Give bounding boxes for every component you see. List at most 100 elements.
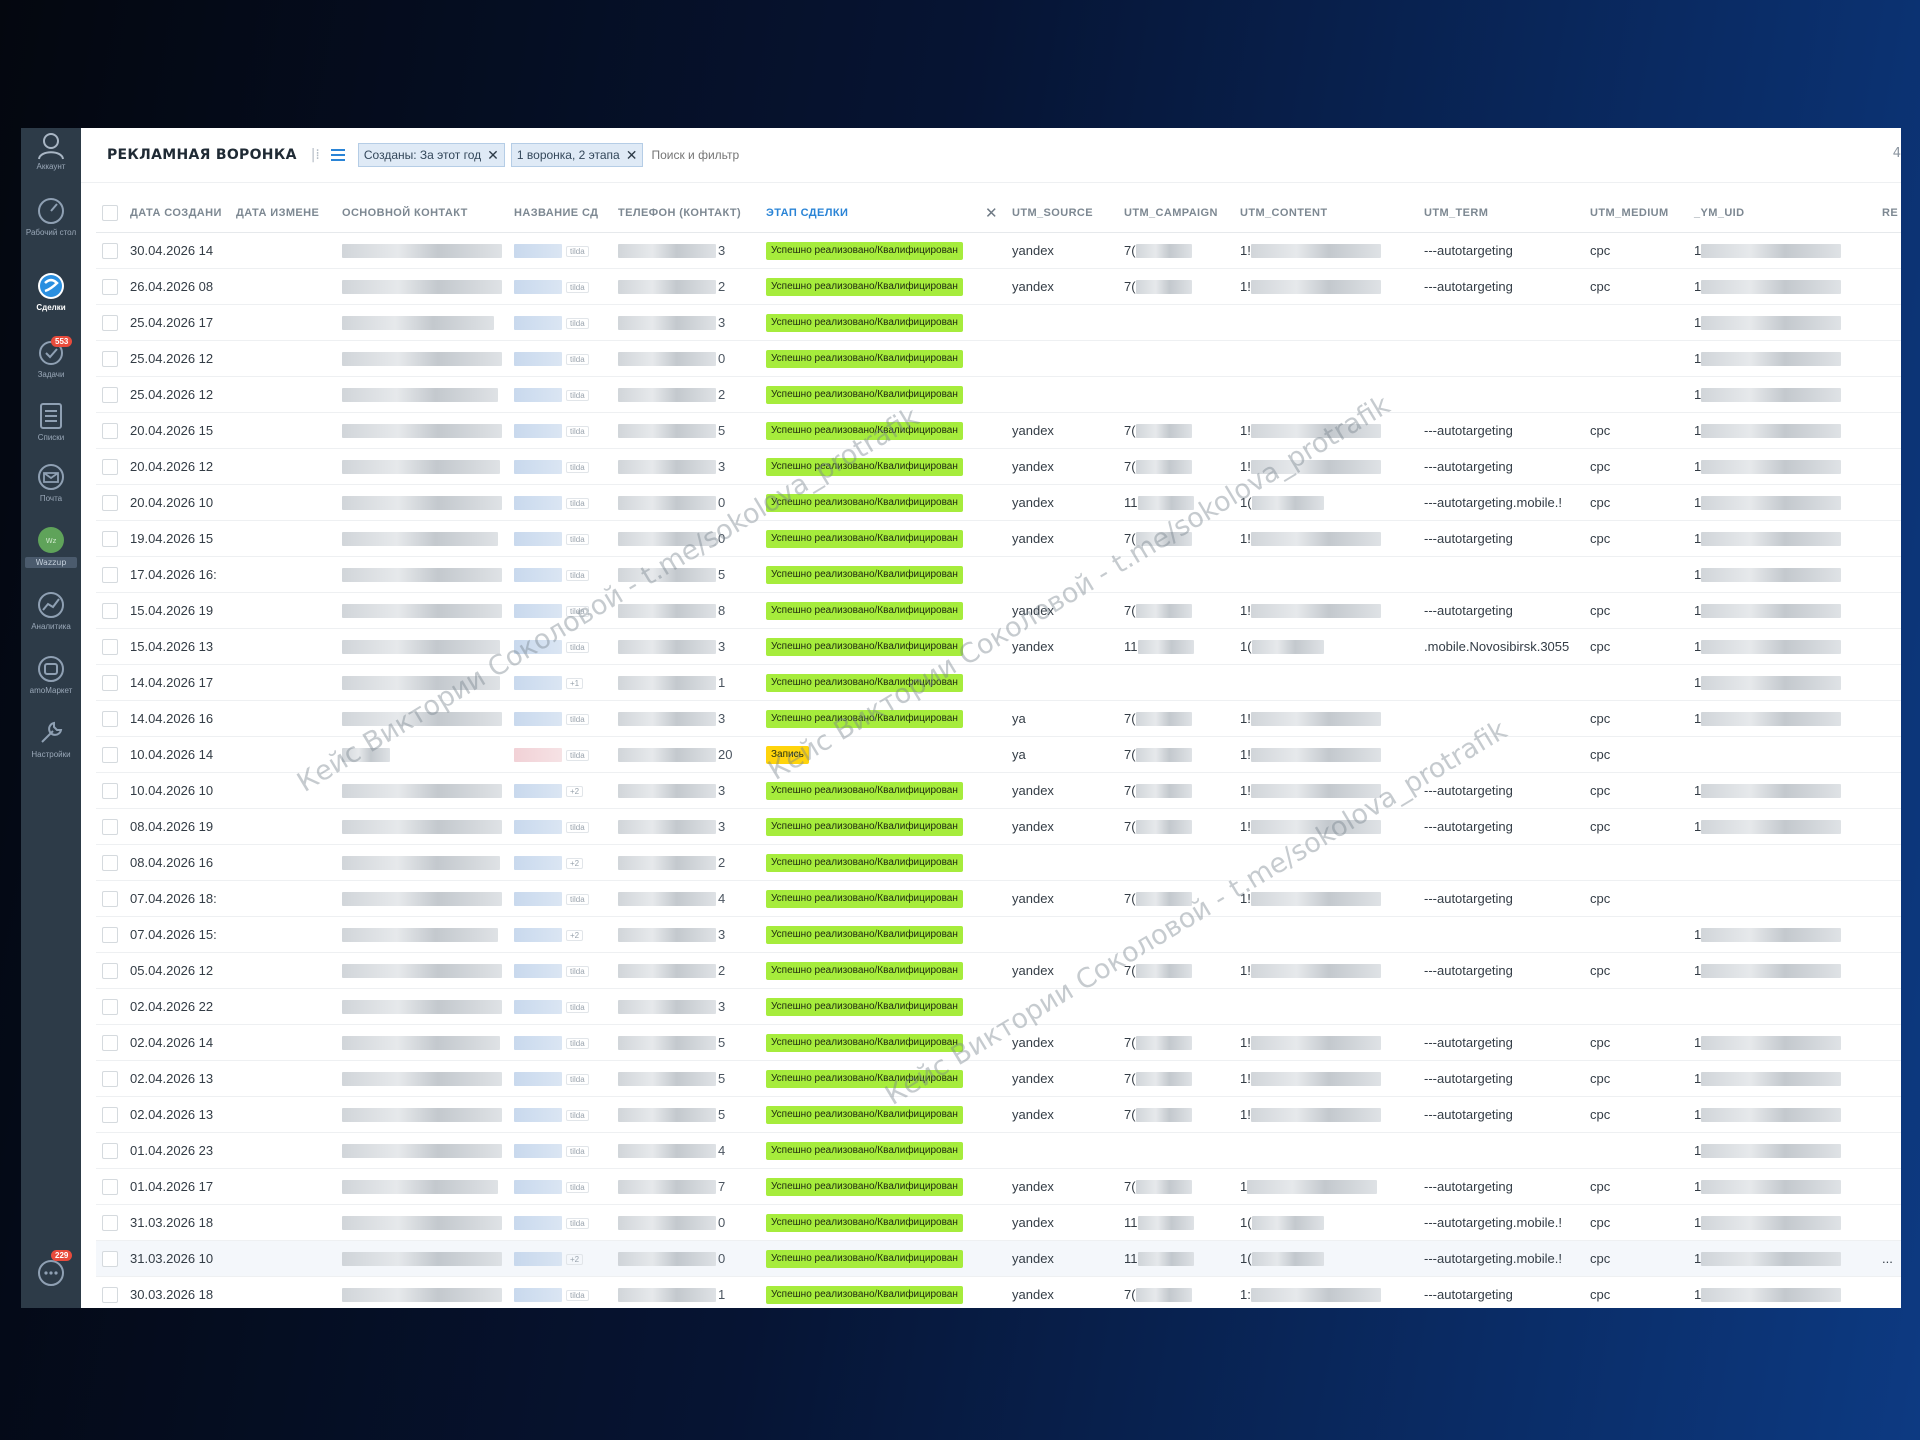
- phone-cell[interactable]: 5: [612, 1096, 760, 1133]
- phone-cell[interactable]: 2: [612, 376, 760, 413]
- row-checkbox[interactable]: [102, 278, 118, 295]
- table-row[interactable]: 08.04.2026 16 +2 2 Успешно реализовано/Квал…: [96, 844, 1901, 881]
- phone-cell[interactable]: 5: [612, 1060, 760, 1097]
- phone-cell[interactable]: 0: [612, 340, 760, 377]
- phone-cell[interactable]: 2: [612, 268, 760, 305]
- contact-cell[interactable]: [336, 1240, 508, 1277]
- stage-cell[interactable]: Успешно реализовано/Квалифицирован: [760, 232, 1006, 269]
- stage-cell[interactable]: Успешно реализовано/Квалифицирован: [760, 484, 1006, 521]
- sidebar-item-mail[interactable]: Почта: [21, 462, 81, 503]
- table-row[interactable]: 15.04.2026 13 tilda 3 Успешно реализовано/К…: [96, 628, 1901, 665]
- deal-name-cell[interactable]: tilda: [508, 1276, 612, 1308]
- deal-name-cell[interactable]: tilda: [508, 484, 612, 521]
- row-checkbox[interactable]: [102, 818, 118, 835]
- deal-name-cell[interactable]: tilda: [508, 376, 612, 413]
- phone-cell[interactable]: 5: [612, 556, 760, 593]
- created-date-cell[interactable]: 08.04.2026 19: [124, 808, 230, 845]
- phone-cell[interactable]: 2: [612, 844, 760, 881]
- contact-cell[interactable]: [336, 304, 508, 341]
- table-row[interactable]: 02.04.2026 14 tilda 5 Успешно реализовано/К…: [96, 1024, 1901, 1061]
- row-checkbox[interactable]: [102, 386, 118, 403]
- close-icon[interactable]: ✕: [985, 205, 998, 222]
- table-row[interactable]: 05.04.2026 12 tilda 2 Успешно реализовано/К…: [96, 952, 1901, 989]
- contact-cell[interactable]: [336, 844, 508, 881]
- column-header[interactable]: RE: [1876, 194, 1901, 233]
- phone-cell[interactable]: 7: [612, 1168, 760, 1205]
- row-checkbox[interactable]: [102, 962, 118, 979]
- contact-cell[interactable]: [336, 1060, 508, 1097]
- contact-cell[interactable]: [336, 1024, 508, 1061]
- deal-name-cell[interactable]: tilda: [508, 628, 612, 665]
- created-date-cell[interactable]: 10.04.2026 10: [124, 772, 230, 809]
- account-button[interactable]: Аккаунт: [21, 130, 81, 171]
- contact-cell[interactable]: [336, 268, 508, 305]
- contact-cell[interactable]: [336, 1204, 508, 1241]
- table-row[interactable]: 01.04.2026 17 tilda 7 Успешно реализовано/К…: [96, 1168, 1901, 1205]
- table-row[interactable]: 20.04.2026 10 tilda 0 Успешно реализовано/К…: [96, 484, 1901, 521]
- stage-cell[interactable]: Успешно реализовано/Квалифицирован: [760, 1240, 1006, 1277]
- contact-cell[interactable]: [336, 376, 508, 413]
- created-date-cell[interactable]: 26.04.2026 08: [124, 268, 230, 305]
- deal-name-cell[interactable]: +2: [508, 916, 612, 953]
- deal-name-cell[interactable]: tilda: [508, 988, 612, 1025]
- created-date-cell[interactable]: 30.04.2026 14: [124, 232, 230, 269]
- column-header[interactable]: ОСНОВНОЙ КОНТАКТ: [336, 194, 508, 233]
- deal-name-cell[interactable]: tilda: [508, 340, 612, 377]
- table-row[interactable]: 25.04.2026 12 tilda 0 Успешно реализовано/К…: [96, 340, 1901, 377]
- contact-cell[interactable]: [336, 736, 508, 773]
- created-date-cell[interactable]: 02.04.2026 14: [124, 1024, 230, 1061]
- contact-cell[interactable]: [336, 772, 508, 809]
- stage-cell[interactable]: Успешно реализовано/Квалифицирован: [760, 772, 1006, 809]
- created-date-cell[interactable]: 25.04.2026 12: [124, 376, 230, 413]
- phone-cell[interactable]: 3: [612, 304, 760, 341]
- sidebar-item-wazzup[interactable]: Wz Wazzup: [21, 525, 81, 568]
- phone-cell[interactable]: 3: [612, 988, 760, 1025]
- stage-cell[interactable]: Успешно реализовано/Квалифицирован: [760, 1060, 1006, 1097]
- column-header[interactable]: UTM_SOURCE: [1006, 194, 1118, 233]
- contact-cell[interactable]: [336, 1096, 508, 1133]
- sidebar-item-settings[interactable]: Настройки: [21, 718, 81, 759]
- stage-cell[interactable]: Успешно реализовано/Квалифицирован: [760, 268, 1006, 305]
- created-date-cell[interactable]: 20.04.2026 15: [124, 412, 230, 449]
- table-row[interactable]: 02.04.2026 13 tilda 5 Успешно реализовано/К…: [96, 1060, 1901, 1097]
- table-row[interactable]: 10.04.2026 14 tilda 20 Запись ya 7(1! cpc: [96, 736, 1901, 773]
- contact-cell[interactable]: [336, 520, 508, 557]
- row-checkbox[interactable]: [102, 350, 118, 367]
- table-row[interactable]: 14.04.2026 16 tilda 3 Успешно реализовано/К…: [96, 700, 1901, 737]
- row-checkbox[interactable]: [102, 782, 118, 799]
- deal-name-cell[interactable]: tilda: [508, 880, 612, 917]
- row-checkbox[interactable]: [102, 314, 118, 331]
- row-checkbox[interactable]: [102, 1070, 118, 1087]
- column-header[interactable]: НАЗВАНИЕ СД: [508, 194, 612, 233]
- stage-cell[interactable]: Успешно реализовано/Квалифицирован: [760, 700, 1006, 737]
- table-row[interactable]: 30.04.2026 14 tilda 3 Успешно реализовано/К…: [96, 232, 1901, 269]
- stage-cell[interactable]: Успешно реализовано/Квалифицирован: [760, 556, 1006, 593]
- contact-cell[interactable]: [336, 484, 508, 521]
- stage-cell[interactable]: Успешно реализовано/Квалифицирован: [760, 808, 1006, 845]
- sidebar-item-dashboard[interactable]: Рабочий стол: [21, 196, 81, 237]
- deal-name-cell[interactable]: tilda: [508, 520, 612, 557]
- row-checkbox[interactable]: [102, 566, 118, 583]
- created-date-cell[interactable]: 01.04.2026 17: [124, 1168, 230, 1205]
- deal-name-cell[interactable]: tilda: [508, 1168, 612, 1205]
- row-checkbox[interactable]: [102, 494, 118, 511]
- stage-cell[interactable]: Успешно реализовано/Квалифицирован: [760, 340, 1006, 377]
- stage-cell[interactable]: Успешно реализовано/Квалифицирован: [760, 628, 1006, 665]
- phone-cell[interactable]: 3: [612, 916, 760, 953]
- contact-cell[interactable]: [336, 1132, 508, 1169]
- column-header[interactable]: UTM_TERM: [1418, 194, 1584, 233]
- sidebar-item-deals[interactable]: Сделки: [21, 271, 81, 312]
- table-row[interactable]: 01.04.2026 23 tilda 4 Успешно реализовано/К…: [96, 1132, 1901, 1169]
- deal-name-cell[interactable]: tilda: [508, 1204, 612, 1241]
- table-row[interactable]: 14.04.2026 17 +1 1 Успешно реализовано/Квал…: [96, 664, 1901, 701]
- created-date-cell[interactable]: 02.04.2026 13: [124, 1060, 230, 1097]
- row-checkbox[interactable]: [102, 674, 118, 691]
- deal-name-cell[interactable]: tilda: [508, 592, 612, 629]
- phone-cell[interactable]: 5: [612, 1024, 760, 1061]
- phone-cell[interactable]: 3: [612, 808, 760, 845]
- close-icon[interactable]: ✕: [625, 147, 638, 163]
- stage-cell[interactable]: Успешно реализовано/Квалифицирован: [760, 988, 1006, 1025]
- sort-icon[interactable]: |⁞: [310, 147, 320, 163]
- contact-cell[interactable]: [336, 880, 508, 917]
- stage-cell[interactable]: Успешно реализовано/Квалифицирован: [760, 412, 1006, 449]
